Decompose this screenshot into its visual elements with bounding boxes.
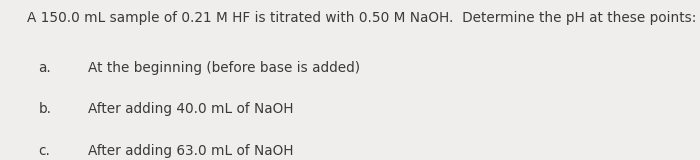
- Text: After adding 63.0 mL of NaOH: After adding 63.0 mL of NaOH: [88, 144, 293, 158]
- Text: a.: a.: [38, 61, 51, 75]
- Text: A 150.0 mL sample of 0.21 M HF is titrated with 0.50 M NaOH.  Determine the pH a: A 150.0 mL sample of 0.21 M HF is titrat…: [27, 11, 696, 25]
- Text: c.: c.: [38, 144, 50, 158]
- Text: After adding 40.0 mL of NaOH: After adding 40.0 mL of NaOH: [88, 102, 293, 116]
- Text: At the beginning (before base is added): At the beginning (before base is added): [88, 61, 360, 75]
- Text: b.: b.: [38, 102, 52, 116]
